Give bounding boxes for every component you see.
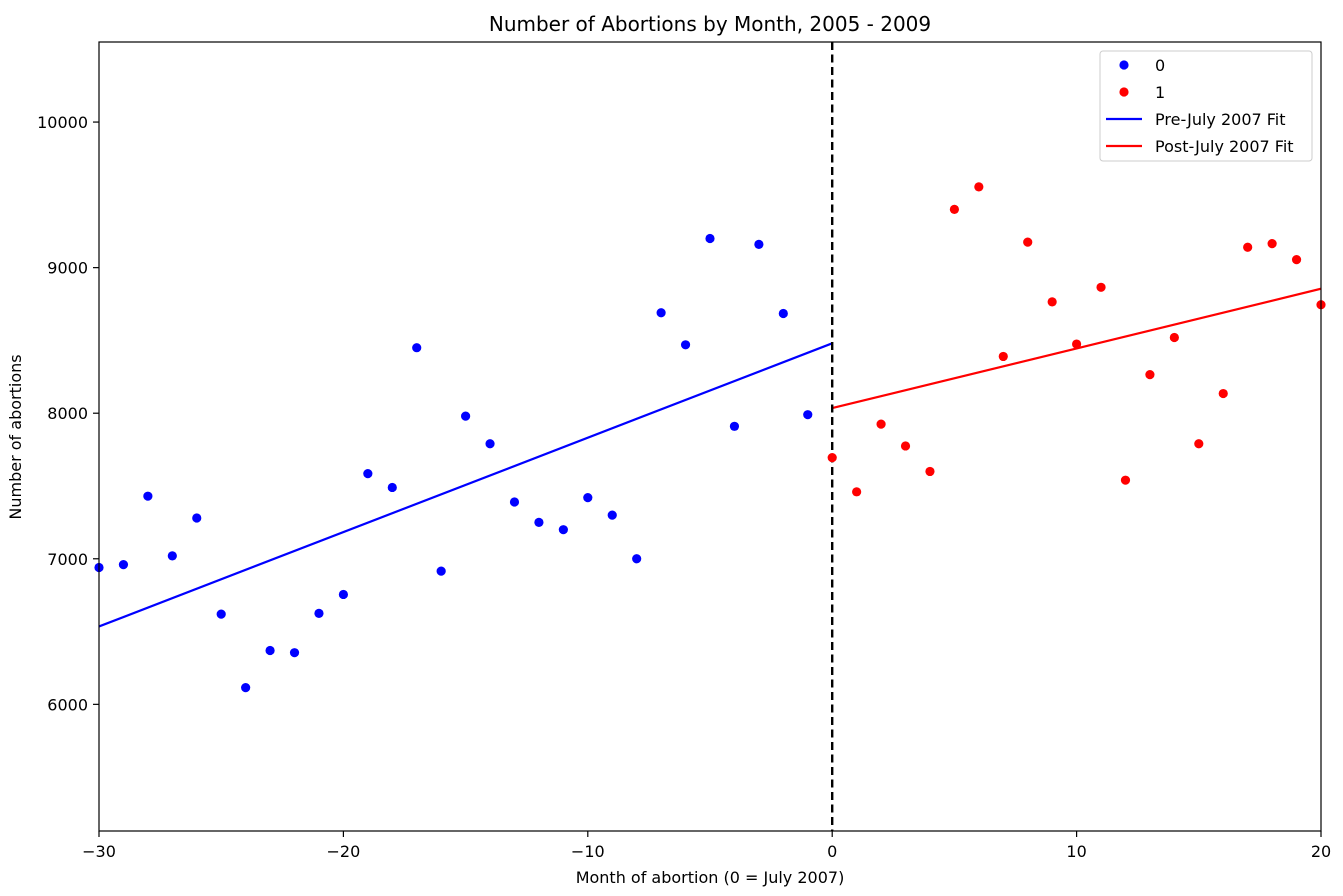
data-point-series-1: [876, 419, 886, 429]
legend-label: 0: [1155, 56, 1165, 75]
data-point-series-0: [632, 554, 642, 564]
fit-line-pre: [99, 342, 833, 628]
data-point-series-1: [1169, 332, 1179, 343]
data-point-series-1: [827, 453, 837, 463]
data-point-series-0: [485, 439, 495, 449]
y-tick-label: 6000: [47, 695, 88, 714]
data-point-series-0: [363, 469, 373, 479]
y-axis-label: Number of abortions: [6, 354, 25, 519]
legend-label: 1: [1155, 83, 1165, 102]
x-tick-label: 0: [827, 842, 837, 861]
data-point-series-0: [607, 510, 617, 520]
legend-marker: [1119, 60, 1129, 70]
data-point-series-0: [167, 551, 177, 561]
data-point-series-1: [1145, 370, 1155, 380]
data-point-series-0: [509, 497, 520, 507]
data-point-series-0: [216, 609, 226, 619]
data-point-series-1: [1218, 388, 1228, 399]
x-tick-label: 20: [1311, 842, 1331, 861]
x-tick-label: −30: [82, 842, 116, 861]
data-point-series-0: [778, 308, 788, 319]
plot-area: [94, 42, 1326, 831]
data-point-series-0: [705, 233, 715, 244]
data-point-series-1: [1096, 282, 1106, 292]
data-point-series-1: [998, 351, 1008, 362]
data-point-series-0: [412, 343, 422, 353]
data-point-series-1: [900, 441, 911, 451]
x-tick-label: −20: [327, 842, 361, 861]
data-point-series-1: [949, 204, 960, 215]
data-point-series-0: [265, 645, 275, 656]
data-point-series-0: [241, 683, 251, 693]
legend-label: Post-July 2007 Fit: [1155, 137, 1294, 156]
chart-title: Number of Abortions by Month, 2005 - 200…: [489, 12, 931, 36]
data-point-series-0: [583, 493, 593, 503]
y-tick-label: 8000: [47, 404, 88, 423]
data-point-series-0: [192, 513, 202, 523]
data-point-series-1: [852, 487, 862, 497]
data-point-series-1: [974, 182, 984, 192]
data-point-series-0: [534, 517, 544, 527]
legend-marker: [1119, 87, 1129, 97]
legend-label: Pre-July 2007 Fit: [1155, 110, 1286, 129]
data-point-series-0: [387, 482, 397, 493]
data-point-series-0: [436, 566, 446, 576]
data-point-series-0: [680, 340, 691, 350]
data-point-series-0: [803, 410, 813, 420]
y-tick-label: 9000: [47, 259, 88, 278]
data-point-series-1: [925, 466, 935, 477]
data-point-series-0: [338, 589, 348, 600]
data-point-series-1: [1072, 339, 1082, 349]
data-point-series-1: [1194, 439, 1204, 449]
data-point-series-1: [1047, 297, 1057, 307]
data-point-series-0: [656, 308, 666, 318]
data-point-series-1: [1120, 475, 1131, 485]
data-point-series-1: [1267, 239, 1277, 249]
y-tick-label: 7000: [47, 550, 88, 569]
data-point-series-0: [729, 421, 740, 431]
data-point-series-0: [558, 525, 568, 535]
data-point-series-1: [1023, 237, 1033, 247]
legend-box: [1099, 50, 1313, 162]
y-tick-label: 10000: [37, 113, 88, 132]
data-point-series-0: [143, 491, 153, 501]
data-point-series-1: [1243, 242, 1253, 252]
data-point-series-0: [461, 411, 471, 421]
legend: 0 1 Pre-July 2007 Fit Post-July 2007 Fit: [1099, 50, 1313, 162]
data-point-series-0: [289, 648, 300, 658]
plot-frame: [98, 41, 1322, 832]
data-point-series-0: [754, 239, 764, 249]
x-tick-label: −10: [571, 842, 605, 861]
data-point-series-0: [118, 560, 129, 570]
x-axis-label: Month of abortion (0 = July 2007): [576, 868, 845, 887]
data-point-series-1: [1291, 255, 1302, 265]
x-tick-label: 10: [1066, 842, 1086, 861]
data-point-series-0: [314, 608, 324, 618]
